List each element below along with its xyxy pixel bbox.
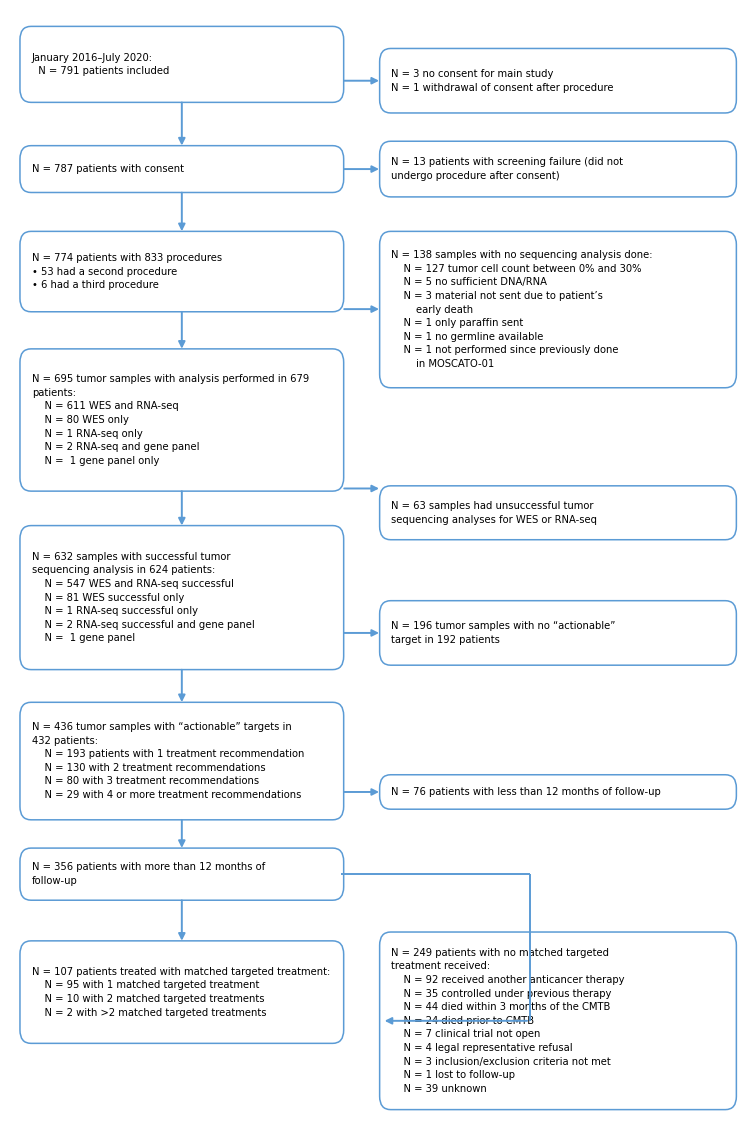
Text: N = 107 patients treated with matched targeted treatment:
    N = 95 with 1 matc: N = 107 patients treated with matched ta… — [31, 967, 330, 1018]
FancyBboxPatch shape — [380, 49, 736, 112]
FancyBboxPatch shape — [380, 232, 736, 387]
Text: N = 249 patients with no matched targeted
treatment received:
    N = 92 receive: N = 249 patients with no matched targete… — [392, 947, 625, 1094]
Text: N = 695 tumor samples with analysis performed in 679
patients:
    N = 611 WES a: N = 695 tumor samples with analysis perf… — [31, 374, 309, 466]
Text: N = 787 patients with consent: N = 787 patients with consent — [31, 164, 184, 174]
Text: N = 196 tumor samples with no “actionable”
target in 192 patients: N = 196 tumor samples with no “actionabl… — [392, 621, 616, 645]
Text: January 2016–July 2020:
  N = 791 patients included: January 2016–July 2020: N = 791 patients… — [31, 52, 169, 76]
FancyBboxPatch shape — [380, 775, 736, 809]
Text: N = 436 tumor samples with “actionable” targets in
432 patients:
    N = 193 pat: N = 436 tumor samples with “actionable” … — [31, 722, 304, 800]
Text: N = 13 patients with screening failure (did not
undergo procedure after consent): N = 13 patients with screening failure (… — [392, 157, 623, 181]
Text: N = 3 no consent for main study
N = 1 withdrawal of consent after procedure: N = 3 no consent for main study N = 1 wi… — [392, 69, 614, 92]
Text: N = 774 patients with 833 procedures
• 53 had a second procedure
• 6 had a third: N = 774 patients with 833 procedures • 5… — [31, 253, 222, 290]
FancyBboxPatch shape — [380, 601, 736, 666]
FancyBboxPatch shape — [380, 141, 736, 197]
Text: N = 632 samples with successful tumor
sequencing analysis in 624 patients:
    N: N = 632 samples with successful tumor se… — [31, 552, 255, 643]
Text: N = 76 patients with less than 12 months of follow-up: N = 76 patients with less than 12 months… — [392, 787, 661, 797]
Text: N = 138 samples with no sequencing analysis done:
    N = 127 tumor cell count b: N = 138 samples with no sequencing analy… — [392, 250, 653, 369]
FancyBboxPatch shape — [380, 486, 736, 540]
FancyBboxPatch shape — [20, 702, 344, 820]
Text: N = 356 patients with more than 12 months of
follow-up: N = 356 patients with more than 12 month… — [31, 862, 265, 886]
FancyBboxPatch shape — [380, 932, 736, 1110]
FancyBboxPatch shape — [20, 526, 344, 669]
FancyBboxPatch shape — [20, 941, 344, 1043]
FancyBboxPatch shape — [20, 849, 344, 900]
FancyBboxPatch shape — [20, 26, 344, 102]
FancyBboxPatch shape — [20, 145, 344, 192]
FancyBboxPatch shape — [20, 349, 344, 491]
Text: N = 63 samples had unsuccessful tumor
sequencing analyses for WES or RNA-seq: N = 63 samples had unsuccessful tumor se… — [392, 501, 598, 525]
FancyBboxPatch shape — [20, 232, 344, 311]
